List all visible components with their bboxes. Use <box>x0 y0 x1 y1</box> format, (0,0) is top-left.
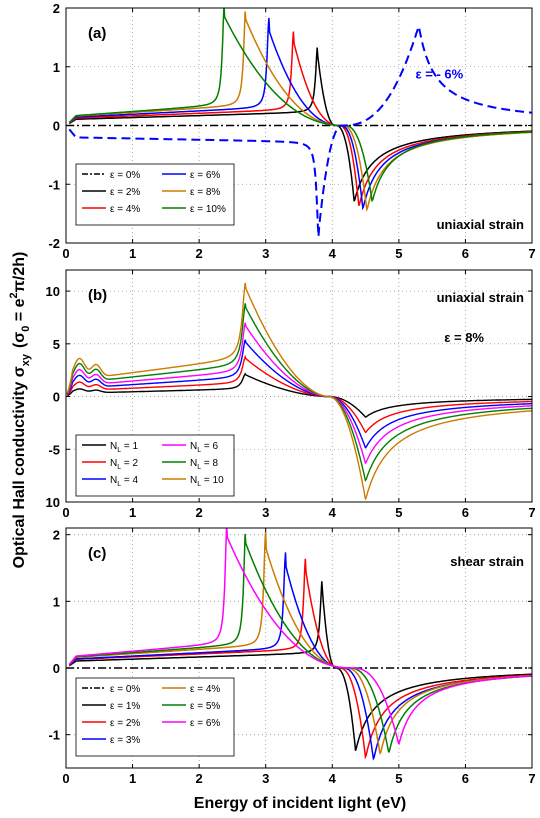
legend-label: NL = 8 <box>190 458 219 471</box>
panel-label: (c) <box>88 545 106 562</box>
y-tick-label: 0 <box>53 119 60 134</box>
x-tick-label: 2 <box>196 246 203 261</box>
plot-frame <box>65 269 533 503</box>
y-tick-label: -1 <box>48 728 60 743</box>
y-tick-label: -1 <box>48 177 60 192</box>
y-tick-label: 10 <box>46 495 60 510</box>
x-tick-label: 5 <box>395 771 402 786</box>
y-tick-label: -2 <box>48 236 60 251</box>
x-tick-label: 1 <box>129 246 136 261</box>
legend-label: ε = 3% <box>110 735 140 746</box>
y-tick-label: 0 <box>53 661 60 676</box>
legend-label: ε = 5% <box>190 701 220 712</box>
x-tick-label: 5 <box>395 505 402 520</box>
legend-label: ε = 8% <box>190 187 220 198</box>
y-tick-label: 1 <box>53 60 60 75</box>
x-tick-label: 3 <box>262 246 269 261</box>
legend-label: NL = 4 <box>110 475 139 488</box>
x-tick-label: 6 <box>462 771 469 786</box>
x-tick-label: 4 <box>329 246 337 261</box>
series-line <box>66 354 532 434</box>
x-tick-label: 0 <box>62 771 69 786</box>
legend-label: ε = 2% <box>110 187 140 198</box>
panel-c: 0 1 2 3 4 5 6 7 -1 0 1 2 (c) shear strain ε = 0% ε = 1%… <box>48 527 536 786</box>
curve-label: ε = - 6% <box>416 67 464 82</box>
x-tick-label: 4 <box>329 505 337 520</box>
legend-label: ε = 6% <box>190 718 220 729</box>
series-line <box>68 31 532 207</box>
series-line <box>68 47 532 202</box>
legend-label: ε = 4% <box>190 684 220 695</box>
legend-label: ε = 10% <box>190 204 226 215</box>
x-tick-label: 1 <box>129 771 136 786</box>
x-tick-label: 2 <box>196 771 203 786</box>
series-line <box>68 531 532 755</box>
series-line <box>68 8 532 203</box>
x-tick-label: 0 <box>62 246 69 261</box>
series-line <box>68 528 532 745</box>
annotation: uniaxial strain <box>437 217 524 232</box>
series-group <box>66 528 532 761</box>
y-tick-label: 10 <box>46 284 60 299</box>
series-line <box>66 322 532 465</box>
x-tick-label: 4 <box>329 771 337 786</box>
series-line <box>66 372 532 418</box>
y-tick-label: 2 <box>53 1 60 16</box>
x-tick-label: 3 <box>262 505 269 520</box>
x-tick-label: 7 <box>528 246 535 261</box>
legend-label: ε = 6% <box>190 170 220 181</box>
x-axis-label: Energy of incident light (eV) <box>194 795 406 812</box>
x-tick-label: 7 <box>528 771 535 786</box>
legend-label: NL = 10 <box>190 475 224 488</box>
series-line <box>66 282 532 501</box>
series-line <box>66 303 532 482</box>
legend-label: ε = 4% <box>110 204 140 215</box>
series-group <box>66 8 532 237</box>
x-tick-label: 2 <box>196 505 203 520</box>
legend-label: NL = 6 <box>190 441 219 454</box>
x-tick-label: 0 <box>62 505 69 520</box>
y-tick-label: 2 <box>53 528 60 543</box>
x-tick-label: 5 <box>395 246 402 261</box>
y-tick-label: 1 <box>53 594 60 609</box>
panel-a: 0 1 2 3 4 5 6 7 -2 -1 0 1 2 (a) uniaxial strain ε = - 6… <box>48 1 535 261</box>
legend-label: ε = 1% <box>110 701 140 712</box>
annotation: uniaxial strain <box>437 290 524 305</box>
x-tick-label: 6 <box>462 246 469 261</box>
annotation: shear strain <box>450 554 524 569</box>
series-group <box>66 282 532 501</box>
series-line <box>68 24 532 237</box>
x-tick-label: 7 <box>528 505 535 520</box>
series-line <box>68 581 532 751</box>
legend-label: ε = 2% <box>110 718 140 729</box>
panel-b: 0 1 2 3 4 5 6 7 10 5 0 -5 10 (b) uniaxial strain ε = 8%… <box>46 269 536 520</box>
series-line <box>66 339 532 449</box>
plot-frame <box>65 527 533 769</box>
panel-label: (b) <box>88 287 107 304</box>
legend <box>75 677 235 757</box>
x-tick-label: 3 <box>262 771 269 786</box>
y-tick-label: 5 <box>53 337 60 352</box>
legend-label: ε = 0% <box>110 684 140 695</box>
y-axis-label: Optical Hall conductivity σxy(σ0 = e2π/2… <box>8 252 32 569</box>
legend-label: NL = 2 <box>110 458 139 471</box>
y-tick-label: 0 <box>53 390 60 405</box>
legend <box>75 163 235 226</box>
x-tick-label: 1 <box>129 505 136 520</box>
annotation: ε = 8% <box>444 330 484 345</box>
legend-label: NL = 1 <box>110 441 139 454</box>
y-tick-label: -5 <box>48 442 60 457</box>
legend-label: ε = 0% <box>110 170 140 181</box>
x-tick-label: 6 <box>462 505 469 520</box>
panel-label: (a) <box>88 25 106 42</box>
